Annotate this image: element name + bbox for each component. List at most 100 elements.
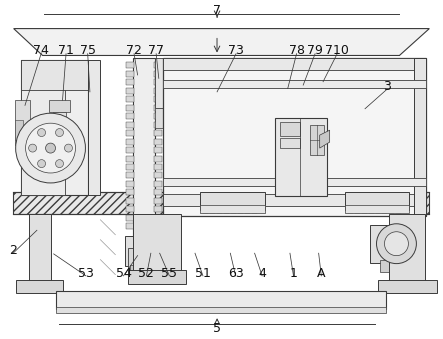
Bar bbox=[21, 60, 89, 195]
Text: 72: 72 bbox=[126, 44, 142, 57]
Bar bbox=[361, 208, 366, 213]
Bar bbox=[200, 192, 265, 210]
Bar bbox=[126, 79, 134, 85]
Bar bbox=[163, 194, 426, 206]
Circle shape bbox=[55, 128, 63, 137]
Bar bbox=[126, 190, 134, 195]
Bar bbox=[126, 96, 134, 102]
Bar bbox=[163, 80, 426, 88]
Bar bbox=[126, 215, 134, 221]
Bar bbox=[154, 62, 162, 68]
Circle shape bbox=[38, 160, 46, 167]
Bar bbox=[130, 265, 166, 277]
Circle shape bbox=[26, 123, 75, 173]
Bar bbox=[29, 214, 51, 281]
Bar bbox=[154, 206, 162, 212]
Bar bbox=[154, 147, 162, 153]
Bar bbox=[231, 208, 236, 213]
Bar bbox=[126, 88, 134, 94]
Text: 3: 3 bbox=[383, 80, 391, 93]
Bar bbox=[369, 208, 373, 213]
Text: 7: 7 bbox=[213, 4, 221, 17]
Text: 53: 53 bbox=[78, 267, 94, 280]
Bar bbox=[389, 208, 394, 213]
Bar bbox=[126, 206, 134, 212]
Text: A: A bbox=[317, 267, 326, 280]
Circle shape bbox=[16, 113, 85, 183]
Circle shape bbox=[385, 232, 408, 256]
Bar bbox=[345, 192, 409, 210]
Bar bbox=[238, 208, 243, 213]
Text: 1: 1 bbox=[290, 267, 297, 280]
Bar bbox=[16, 280, 63, 294]
Bar bbox=[89, 60, 101, 195]
Bar bbox=[163, 58, 426, 71]
Bar bbox=[154, 164, 162, 170]
Bar bbox=[53, 112, 66, 137]
Bar bbox=[154, 88, 162, 94]
Polygon shape bbox=[14, 28, 429, 56]
Bar bbox=[154, 139, 162, 145]
Bar bbox=[154, 71, 162, 77]
Bar bbox=[200, 205, 265, 213]
Bar bbox=[154, 215, 162, 221]
Circle shape bbox=[38, 128, 46, 137]
Bar bbox=[275, 118, 326, 196]
Bar bbox=[345, 205, 409, 213]
Bar bbox=[133, 58, 155, 236]
Bar bbox=[210, 208, 215, 213]
Bar bbox=[154, 96, 162, 102]
Text: 71: 71 bbox=[58, 44, 74, 57]
Bar bbox=[21, 60, 66, 195]
Bar bbox=[154, 105, 162, 111]
Polygon shape bbox=[320, 130, 330, 148]
Text: 51: 51 bbox=[195, 267, 211, 280]
Text: 75: 75 bbox=[80, 44, 96, 57]
Bar bbox=[154, 190, 162, 195]
Bar bbox=[154, 223, 162, 229]
Bar bbox=[203, 208, 208, 213]
Bar bbox=[133, 214, 181, 272]
Bar bbox=[396, 208, 401, 213]
Circle shape bbox=[46, 143, 55, 153]
Bar bbox=[380, 260, 413, 272]
Circle shape bbox=[29, 144, 37, 152]
Bar bbox=[15, 100, 30, 145]
Bar bbox=[55, 292, 386, 310]
Bar bbox=[126, 173, 134, 178]
Bar bbox=[154, 156, 162, 161]
Bar bbox=[389, 214, 425, 281]
Text: 79: 79 bbox=[307, 44, 323, 57]
Bar bbox=[155, 108, 165, 128]
Circle shape bbox=[55, 160, 63, 167]
Text: 710: 710 bbox=[325, 44, 349, 57]
Bar bbox=[163, 178, 426, 186]
Bar bbox=[154, 198, 162, 204]
Bar bbox=[154, 173, 162, 178]
Bar bbox=[154, 130, 162, 136]
Bar bbox=[126, 181, 134, 187]
Bar bbox=[280, 122, 300, 136]
Text: 2: 2 bbox=[9, 244, 17, 257]
Bar bbox=[125, 236, 173, 265]
Bar bbox=[15, 120, 23, 140]
Bar bbox=[252, 208, 257, 213]
Bar bbox=[310, 125, 324, 155]
Bar bbox=[154, 122, 162, 128]
Bar bbox=[13, 192, 429, 214]
Bar bbox=[126, 198, 134, 204]
Bar bbox=[126, 164, 134, 170]
Bar bbox=[126, 130, 134, 136]
Bar bbox=[126, 156, 134, 161]
Bar bbox=[126, 113, 134, 119]
Bar bbox=[377, 280, 437, 294]
Text: 52: 52 bbox=[139, 267, 154, 280]
Bar bbox=[280, 138, 300, 148]
Bar bbox=[224, 208, 229, 213]
Text: 77: 77 bbox=[148, 44, 164, 57]
Text: 5: 5 bbox=[213, 322, 221, 335]
Bar bbox=[154, 181, 162, 187]
Text: 73: 73 bbox=[228, 44, 244, 57]
Bar bbox=[414, 58, 426, 216]
Bar bbox=[245, 208, 250, 213]
